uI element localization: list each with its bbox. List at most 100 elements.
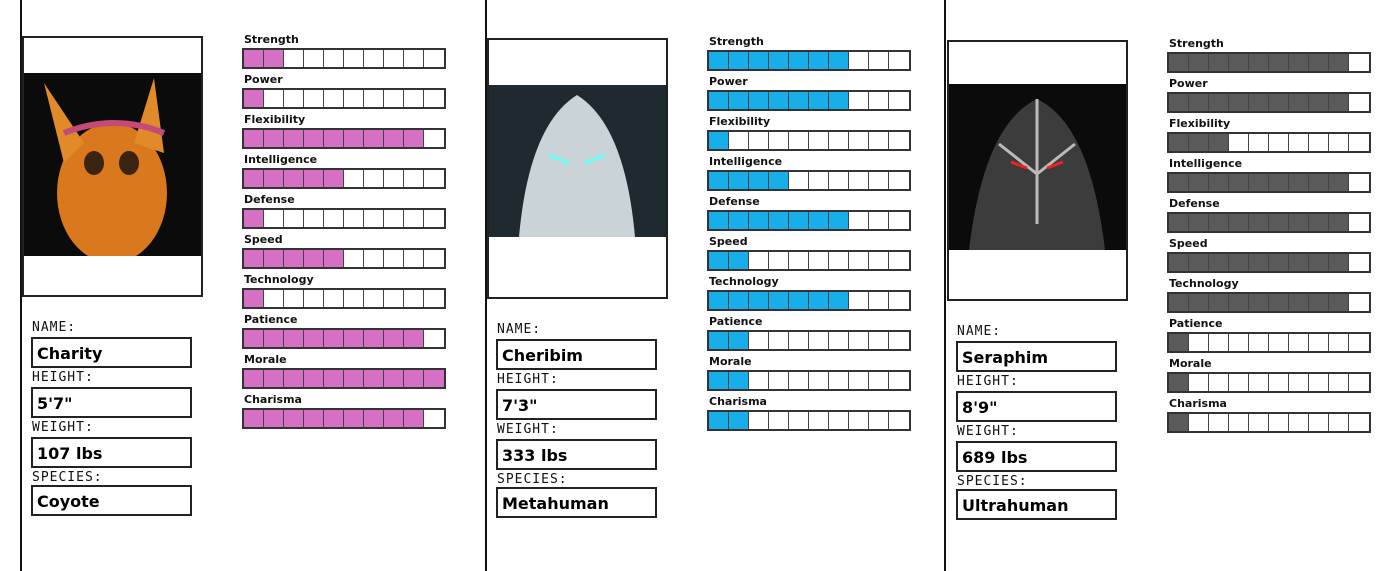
stat-cell [769,212,789,229]
stat-cell [729,292,749,309]
stat-bar [707,90,911,111]
stat-label: Flexibility [709,115,771,128]
stat-cell [809,332,829,349]
stat-cell [1169,334,1189,351]
stat-cell [829,372,849,389]
stat-cell [809,252,829,269]
card: NAME: Seraphim HEIGHT: 8'9" WEIGHT: 689 lbs SP… [925,4,1385,564]
stat-cell [344,210,364,227]
stat-cell [1269,214,1289,231]
stat-cell [829,52,849,69]
stat-cell [244,370,264,387]
stat-cell [889,292,909,309]
stat-cell [304,370,324,387]
stat-cell [729,52,749,69]
stat-cell [1349,374,1369,391]
stat-cell [809,212,829,229]
divider [20,0,22,571]
stat-label: Intelligence [709,155,783,168]
stat-cell [264,290,284,307]
stat-cell [1329,174,1349,191]
stat-cell [789,252,809,269]
stat-cell [809,412,829,429]
stat-cell [729,172,749,189]
stat-cell [789,332,809,349]
stat-cell [1329,54,1349,71]
stat-cell [284,50,304,67]
stat-cell [284,170,304,187]
stat-cell [1289,294,1309,311]
stat-cell [244,50,264,67]
stat-cell [1329,334,1349,351]
stat-bar [242,288,446,309]
stat-cell [424,130,444,147]
stat-bar [1167,52,1371,73]
stat-cell [789,292,809,309]
stat-cell [729,252,749,269]
stat-cell [1329,414,1349,431]
stat-cell [1329,134,1349,151]
stat-cell [1289,214,1309,231]
stat-cell [889,252,909,269]
stat-cell [264,90,284,107]
stat-cell [1209,174,1229,191]
stat-cell [729,92,749,109]
stat-cell [324,370,344,387]
stat-cell [1229,294,1249,311]
stat-cell [1249,214,1269,231]
stat-cell [769,372,789,389]
stat-label: Speed [244,233,283,246]
stat-cell [384,50,404,67]
stat-cell [789,372,809,389]
stat-cell [424,170,444,187]
stat-bar [242,48,446,69]
stat-label: Patience [1169,317,1223,330]
stat-cell [344,90,364,107]
stat-bar [1167,292,1371,313]
stat-cell [789,132,809,149]
stat-cell [1249,254,1269,271]
stat-cell [344,50,364,67]
stat-cell [384,250,404,267]
stat-cell [829,252,849,269]
stat-cell [709,92,729,109]
stat-cell [364,50,384,67]
stat-cell [729,372,749,389]
stat-cell [424,90,444,107]
stat-cell [1229,334,1249,351]
stat-cell [869,132,889,149]
stat-cell [709,332,729,349]
stat-cell [769,412,789,429]
stat-cell [1269,374,1289,391]
stat-cell [1229,374,1249,391]
stat-bar [242,208,446,229]
stat-cell [304,410,324,427]
stat-cell [304,290,324,307]
stat-cell [849,52,869,69]
stat-cell [789,412,809,429]
stat-cell [729,212,749,229]
stat-label: Defense [244,193,295,206]
stat-cell [1169,134,1189,151]
stat-cell [384,90,404,107]
stat-cell [1269,414,1289,431]
stat-cell [404,90,424,107]
stat-bar [707,130,911,151]
stat-cell [889,412,909,429]
stat-cell [709,52,729,69]
stat-bar [1167,412,1371,433]
stat-cell [384,410,404,427]
stat-cell [404,210,424,227]
stat-cell [809,292,829,309]
stat-cell [384,330,404,347]
stat-cell [849,252,869,269]
stat-cell [424,330,444,347]
stat-cell [1349,214,1369,231]
stat-cell [384,290,404,307]
stat-cell [869,372,889,389]
stat-cell [709,412,729,429]
stat-cell [1329,294,1349,311]
stat-bar [1167,252,1371,273]
stat-cell [304,330,324,347]
